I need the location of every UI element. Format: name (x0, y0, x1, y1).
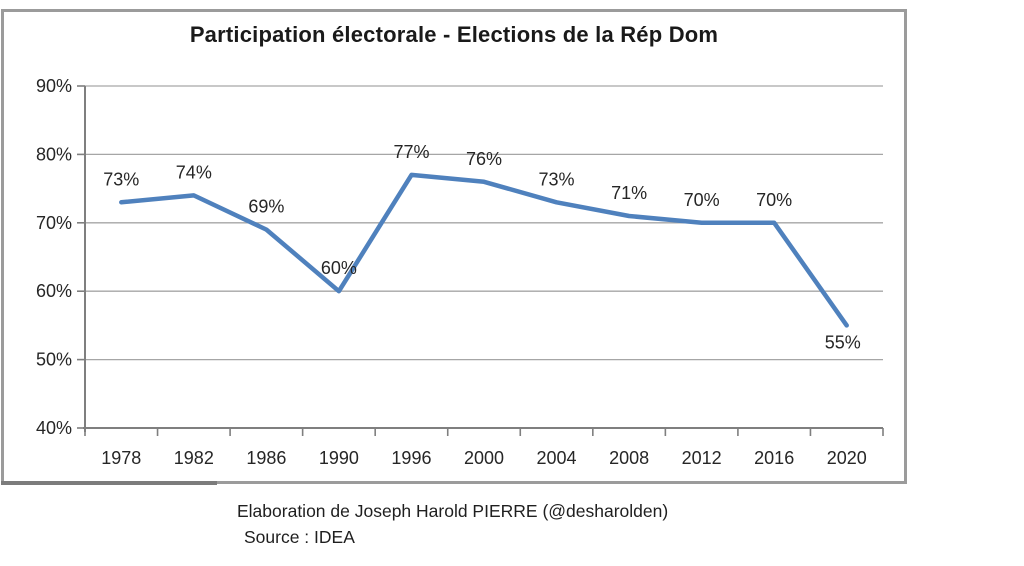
y-tick-label: 50% (36, 350, 72, 370)
series-line (119, 172, 849, 328)
attribution-line: Elaboration de Joseph Harold PIERRE (@de… (237, 501, 669, 521)
y-tick-label: 40% (36, 418, 72, 438)
chart-title: Participation électorale - Elections de … (189, 22, 719, 47)
x-tick-label: 2008 (609, 448, 649, 468)
x-tick-label: 1978 (101, 448, 141, 468)
x-tick-label: 1982 (174, 448, 214, 468)
x-tick-label: 1996 (391, 448, 431, 468)
x-tick-label: 2016 (754, 448, 794, 468)
point-label: 77% (393, 142, 429, 162)
x-tick-label: 2020 (827, 448, 867, 468)
point-label: 74% (176, 162, 212, 182)
y-tick-label: 60% (36, 281, 72, 301)
y-tick-label: 70% (36, 213, 72, 233)
point-label: 70% (756, 190, 792, 210)
y-tick-label: 80% (36, 144, 72, 164)
x-tick-label: 1990 (319, 448, 359, 468)
point-label: 76% (466, 149, 502, 169)
point-label: 73% (539, 169, 575, 189)
chart-attribution: Elaboration de Joseph Harold PIERRE (@de… (237, 498, 668, 550)
x-tick-label: 2000 (464, 448, 504, 468)
point-label: 69% (248, 197, 284, 217)
line-chart: 90% 80% 70% 60% 50% 40% 1978 1982 1986 1990 1996 20… (36, 76, 884, 468)
point-label: 71% (611, 183, 647, 203)
x-tick-label: 1986 (246, 448, 286, 468)
frame-bottom-shadow (1, 481, 217, 485)
point-label: 55% (825, 332, 861, 352)
chart-frame: Participation électorale - Elections de … (1, 9, 907, 485)
axes: 90% 80% 70% 60% 50% 40% 1978 1982 1986 1990 1996 20… (36, 76, 884, 468)
y-tick-label: 90% (36, 76, 72, 96)
x-tick-label: 2012 (682, 448, 722, 468)
point-label: 73% (103, 169, 139, 189)
point-labels: 73% 74% 69% 60% 77% 76% 73% 71% 70% 70% 55% (103, 142, 860, 352)
source-line: Source : IDEA (244, 527, 355, 547)
point-label: 70% (684, 190, 720, 210)
point-label: 60% (321, 258, 357, 278)
x-tick-label: 2004 (537, 448, 577, 468)
